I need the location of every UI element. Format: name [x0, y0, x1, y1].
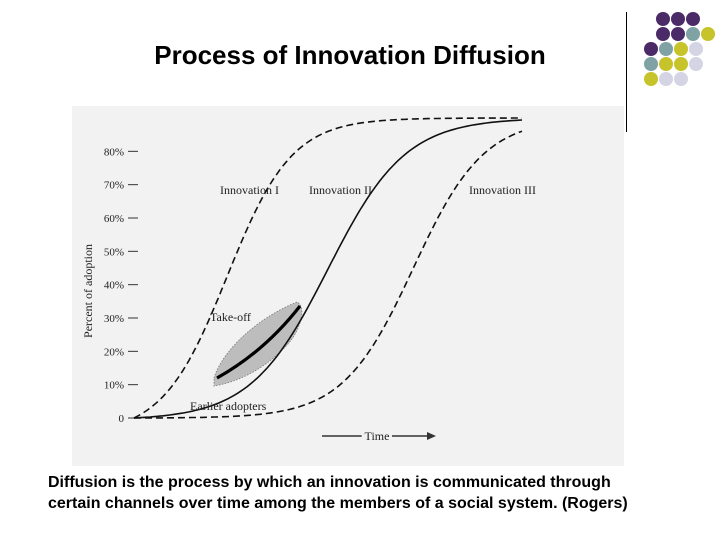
- decor-dot: [674, 57, 688, 71]
- chart-svg: 0 10% 20% 30% 40% 50% 60% 70% 80% Percent of adop…: [81, 117, 536, 446]
- decor-dot: [659, 72, 673, 86]
- decor-dot: [686, 12, 700, 26]
- y-tick-label: 50%: [104, 246, 124, 258]
- series-label: Innovation III: [469, 183, 536, 197]
- takeoff-segment: [216, 305, 302, 380]
- decor-dot: [674, 72, 688, 86]
- decor-dot: [686, 27, 700, 41]
- series-line-2: [133, 119, 523, 419]
- y-tick-label: 10%: [104, 380, 124, 392]
- series-label: Innovation I: [220, 183, 279, 197]
- annotation-earlier-adopters: Earlier adopters: [190, 399, 267, 413]
- annotation-takeoff: Take-off: [210, 310, 251, 324]
- series-line-1: [133, 117, 522, 419]
- y-tick-label: 40%: [104, 280, 124, 292]
- y-tick-label: 20%: [104, 346, 124, 358]
- diffusion-chart: 0 10% 20% 30% 40% 50% 60% 70% 80% Percent of adop…: [72, 106, 624, 466]
- decor-dot: [644, 72, 658, 86]
- y-tick-label: 80%: [104, 146, 124, 158]
- y-tick-label: 70%: [104, 180, 124, 192]
- decor-dot: [671, 12, 685, 26]
- y-tick-label: 30%: [104, 313, 124, 325]
- x-axis-label: Time: [365, 429, 390, 443]
- y-axis-label: Percent of adoption: [81, 244, 95, 338]
- decor-dot: [644, 42, 658, 56]
- decor-dot: [656, 27, 670, 41]
- decor-dot: [659, 57, 673, 71]
- y-tick-label: 0: [119, 413, 125, 425]
- decorative-divider: [626, 12, 627, 132]
- slide-caption: Diffusion is the process by which an inn…: [48, 474, 628, 512]
- decor-dot: [659, 42, 673, 56]
- decor-dot: [701, 27, 715, 41]
- series-label: Innovation II: [309, 183, 372, 197]
- slide-title: Process of Innovation Diffusion: [154, 40, 546, 70]
- decor-dot: [671, 27, 685, 41]
- decor-dot: [689, 42, 703, 56]
- decor-dot: [689, 57, 703, 71]
- series-line-3: [134, 130, 523, 419]
- decor-dot: [656, 12, 670, 26]
- decorative-dot-grid: [636, 8, 720, 118]
- decor-dot: [644, 57, 658, 71]
- decor-dot: [674, 42, 688, 56]
- x-axis-arrowhead: [427, 432, 436, 440]
- y-tick-label: 60%: [104, 213, 124, 225]
